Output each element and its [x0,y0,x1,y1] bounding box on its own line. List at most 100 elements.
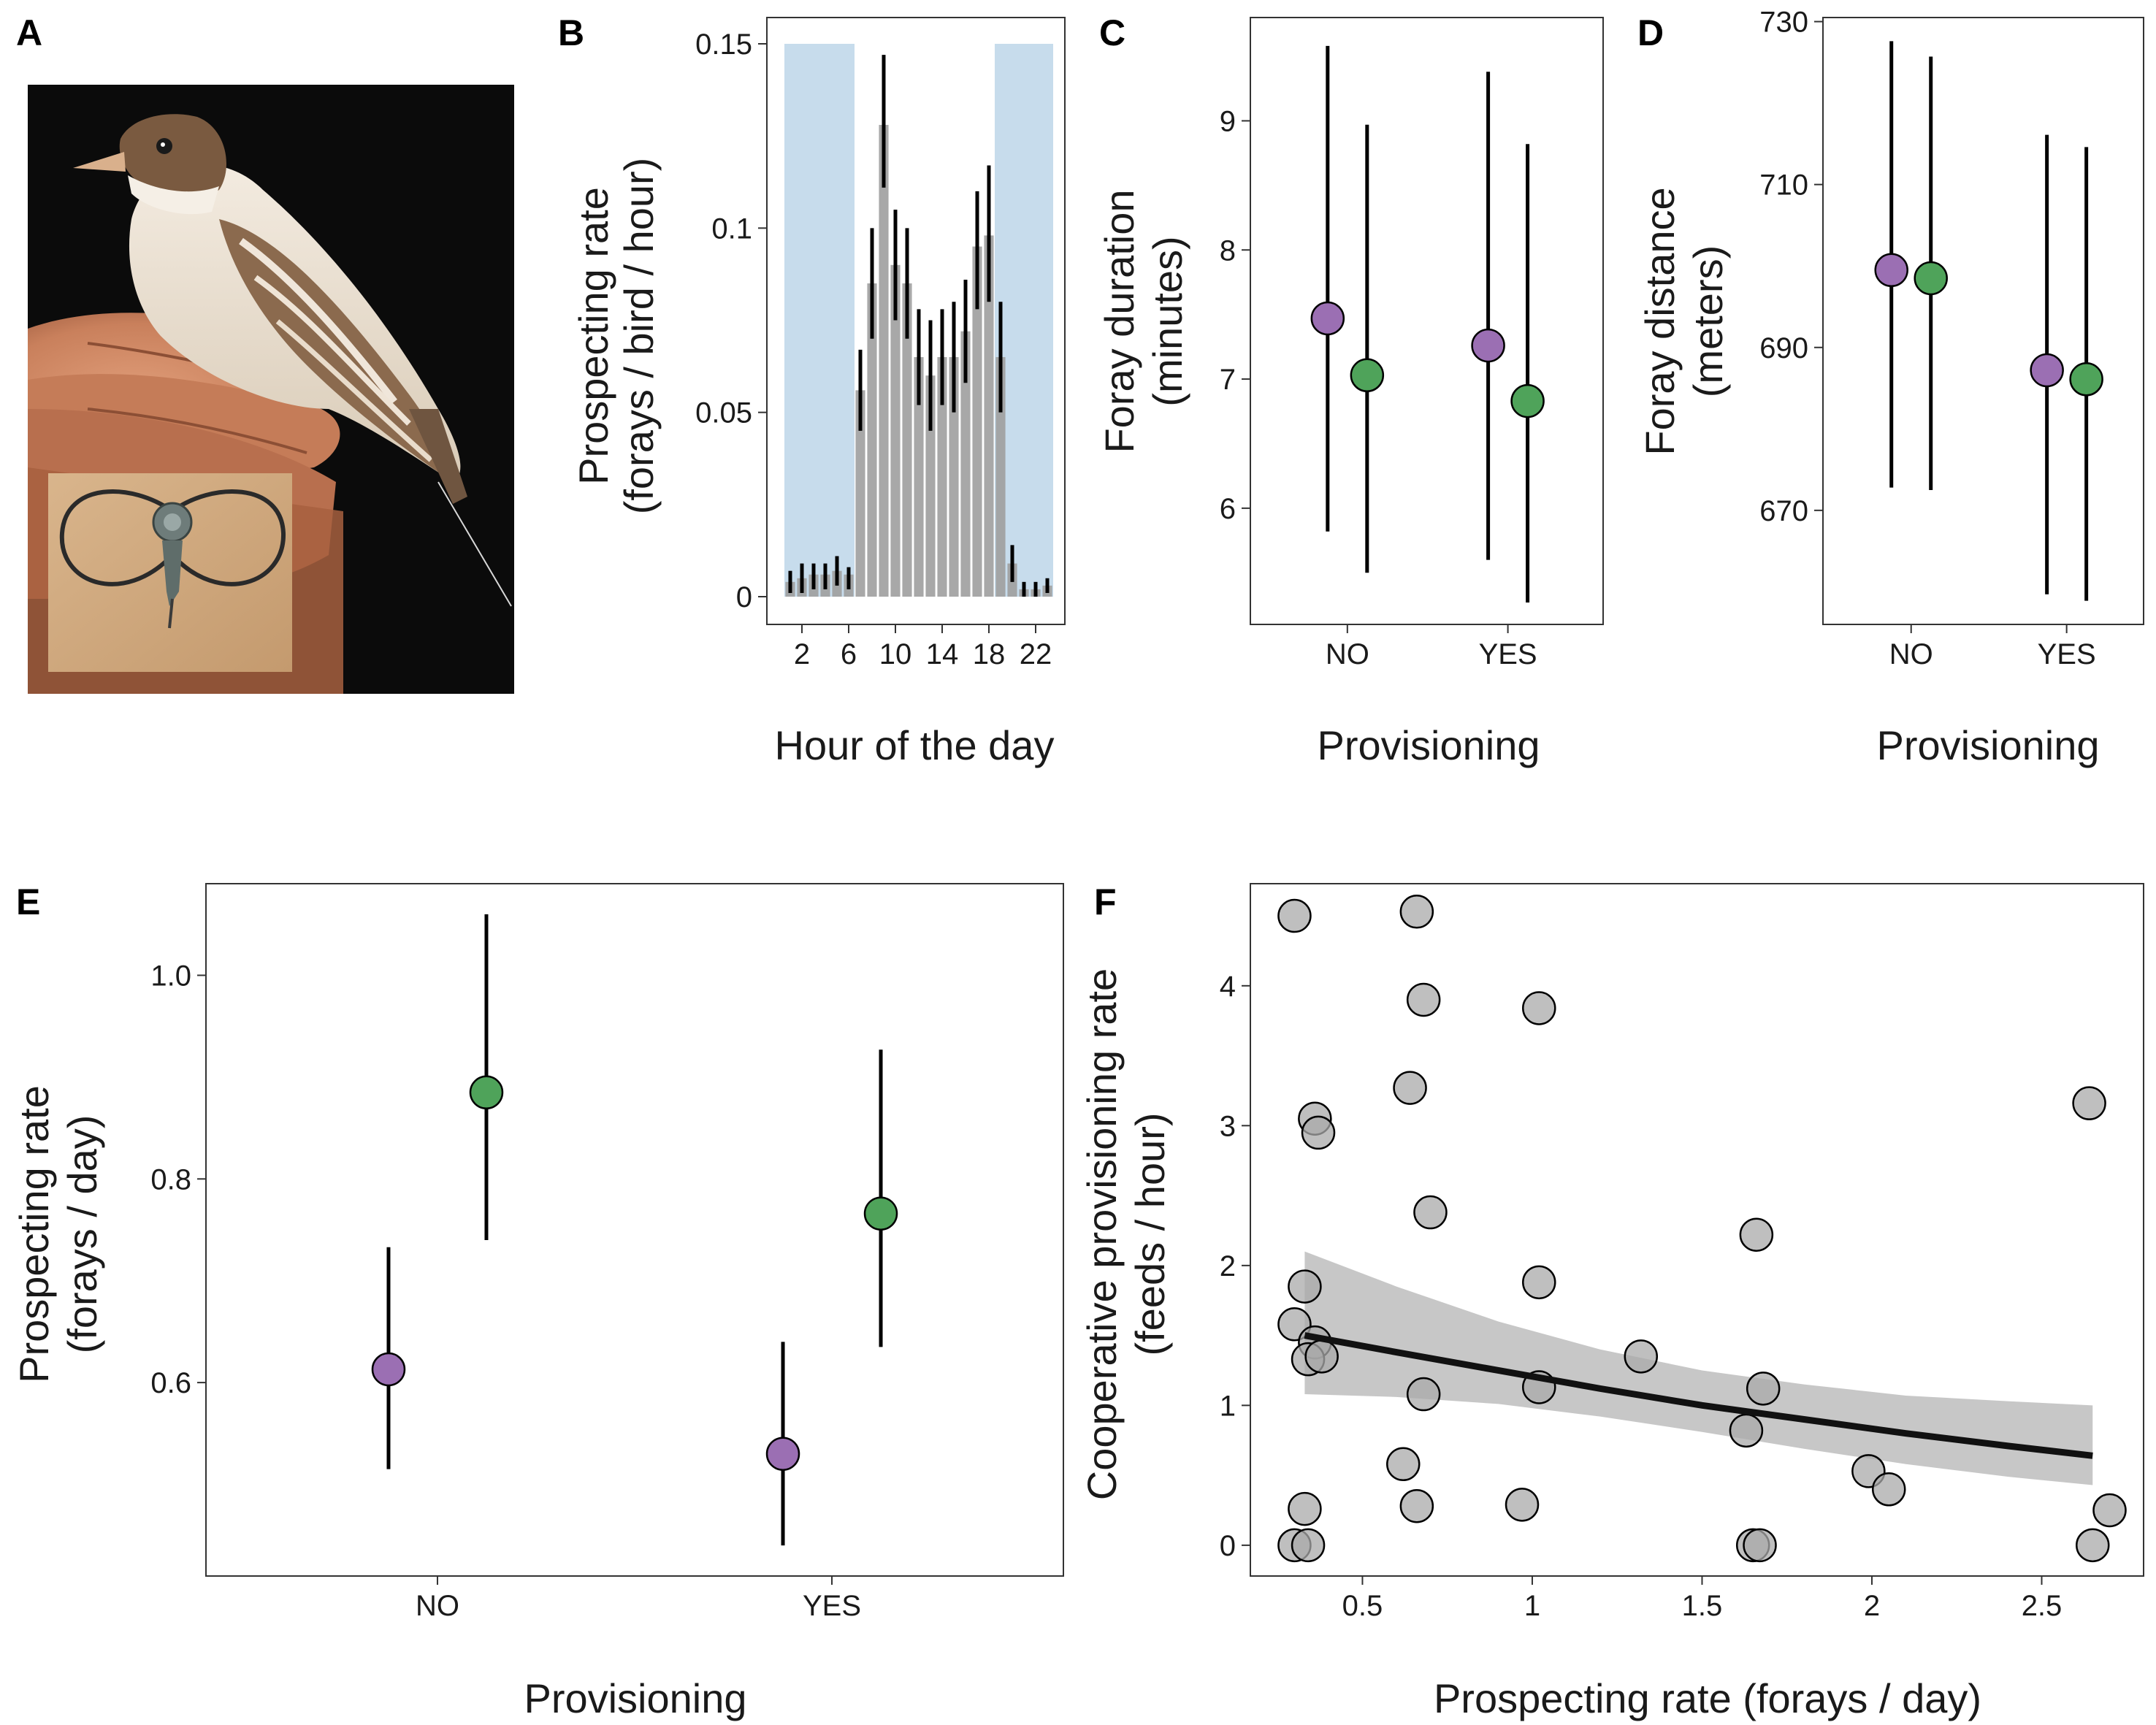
f-point [1399,1488,1434,1523]
b-xtick-label: 14 [926,638,959,670]
d-ytick-label: 670 [1759,495,1808,527]
panel-label-b: B [558,12,584,53]
panel-label-a: A [16,12,42,53]
panel-label-f: F [1094,881,1117,922]
f-point [1505,1488,1540,1522]
c-ytick-label: 6 [1220,493,1236,525]
e-ytick-label: 0.8 [150,1163,191,1196]
f-point [1413,1195,1448,1230]
e-xtick-label: YES [803,1590,861,1622]
e-ylabel-line2: (forays / day) [59,1115,105,1354]
f-xtick-label: 1.5 [1682,1590,1723,1622]
e-point-green [863,1196,898,1231]
b-bar [937,356,947,597]
d-ylabel-line2: (meters) [1685,245,1731,397]
b-ytick-label: 0.1 [711,213,752,245]
e-xtick-label: NO [416,1590,459,1622]
panel-b-plot: Prospecting rate (forays / bird / hour) … [570,17,1066,768]
d-ylabel-line1: Foray distance [1637,187,1683,455]
panel-label-c: C [1099,12,1125,53]
b-bar [960,331,971,597]
e-plot-frame [205,883,1064,1577]
b-xlabel: Hour of the day [775,722,1055,768]
panel-e-plot: Prospecting rate (forays / day) Provisio… [11,883,1064,1721]
b-ytick-label: 0.15 [695,28,752,61]
panel-label-d: D [1637,12,1664,53]
d-point-purple [1874,253,1908,288]
f-ylabel-line1: Cooperative provisioning rate [1079,968,1125,1500]
b-bar [890,264,901,597]
b-ylabel-line2: (forays / bird / hour) [616,158,662,515]
d-xtick-label: NO [1889,638,1933,670]
f-point [1288,1491,1322,1526]
e-point-purple [765,1437,800,1471]
f-ytick-label: 0 [1220,1530,1236,1562]
f-point [1399,895,1434,929]
b-ytick-label: 0 [736,581,752,613]
f-point [1746,1372,1781,1406]
d-xlabel: Provisioning [1876,722,2099,768]
d-point-purple [2030,353,2064,388]
c-xlabel: Provisioning [1317,722,1540,768]
f-plot-frame [1250,883,2144,1577]
b-xtick-label: 2 [794,638,810,670]
f-xtick-label: 0.5 [1342,1590,1383,1622]
b-bar [984,235,994,597]
b-xtick-label: 6 [841,638,857,670]
e-point-green [469,1075,504,1110]
f-point [1743,1528,1777,1563]
d-point-green [2069,362,2103,397]
f-point [1288,1269,1322,1304]
panel-label-e: E [16,881,40,922]
b-bar [949,356,959,597]
b-xtick-label: 10 [879,638,912,670]
f-point [1304,1339,1339,1374]
c-xtick-label: YES [1479,638,1537,670]
c-ytick-label: 8 [1220,234,1236,267]
d-ytick-label: 710 [1759,169,1808,202]
f-ylabel-line2: (feeds / hour) [1127,1112,1173,1355]
f-point [2075,1528,2110,1563]
panel-d-plot: Foray distance (meters) Provisioning 670… [1637,7,2144,768]
f-point [1871,1472,1906,1507]
b-xtick-label: 22 [1020,638,1052,670]
e-ylabel-line1: Prospecting rate [11,1085,57,1383]
e-ytick-label: 1.0 [150,960,191,992]
c-xtick-label: NO [1326,638,1369,670]
b-bar [914,356,924,597]
f-point [1406,1377,1441,1412]
b-plot-frame [766,17,1066,625]
b-bar [972,246,982,597]
tag-inset-photo [48,473,292,672]
b-bar [902,283,912,597]
b-ylabel-line1: Prospecting rate [570,187,616,485]
panel-c-plot: Foray duration (minutes) Provisioning 6 7… [1096,17,1604,768]
panel-f-plot: Cooperative provisioning rate (feeds / h… [1079,883,2144,1721]
d-xtick-label: YES [2038,638,2096,670]
f-point [2092,1493,2127,1528]
f-ytick-label: 4 [1220,971,1236,1003]
f-point [1406,982,1441,1017]
f-point [1522,1265,1556,1300]
c-point-purple [1471,328,1505,363]
d-ytick-label: 730 [1759,7,1808,39]
c-plot-frame [1250,17,1604,625]
c-point-green [1510,383,1545,418]
bird-photo [28,85,514,694]
c-point-green [1350,358,1385,393]
f-xtick-label: 2 [1864,1590,1880,1622]
d-plot-frame [1822,17,2144,625]
c-ylabel-line1: Foray duration [1096,189,1142,453]
b-bar [925,375,936,597]
b-bar [995,356,1006,597]
f-point [1393,1071,1427,1105]
f-point [1301,1115,1336,1150]
f-point [2072,1086,2106,1120]
c-ytick-label: 9 [1220,105,1236,137]
f-ytick-label: 2 [1220,1250,1236,1282]
b-night-shade [784,44,855,597]
e-xlabel: Provisioning [524,1675,746,1721]
f-point [1291,1528,1326,1563]
f-ytick-label: 3 [1220,1110,1236,1142]
